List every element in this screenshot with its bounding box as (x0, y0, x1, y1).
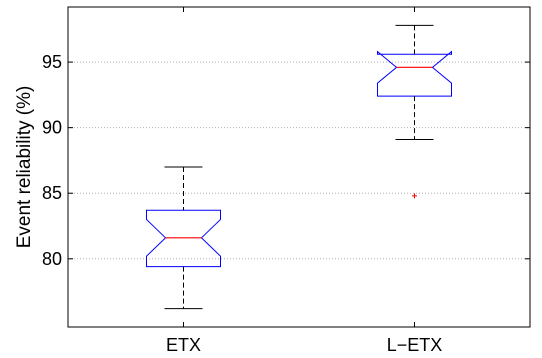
box-notched (146, 209, 221, 268)
grid-lines (68, 61, 530, 260)
y-tick-label: 85 (42, 183, 62, 203)
boxes (146, 24, 452, 310)
y-tick-label: 95 (42, 52, 62, 72)
x-tick-label: ETX (166, 335, 201, 355)
x-tick-label: L−ETX (387, 335, 443, 355)
plot-area-frame (67, 6, 531, 328)
outlier-point (412, 193, 417, 199)
y-axis-label: Event reliability (%) (14, 86, 35, 249)
box-notched (377, 50, 452, 97)
y-tick-label: 80 (42, 249, 62, 269)
box-group (146, 166, 221, 310)
y-tick-label: 90 (42, 118, 62, 138)
box-group (377, 24, 452, 199)
axis-ticks: 80 85 90 95 ETX L−ETX (42, 7, 530, 355)
